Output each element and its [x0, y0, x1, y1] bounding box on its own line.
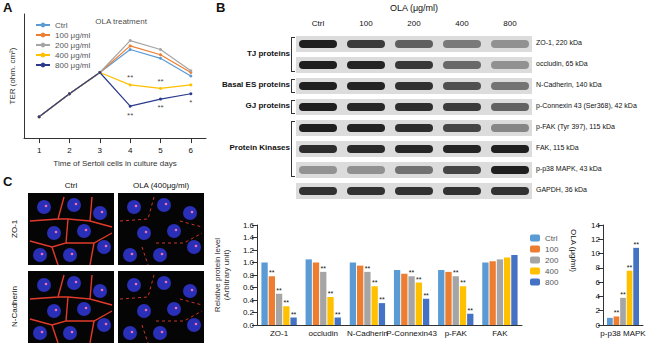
- html-text:p-Connexin 43 (Ser368), 42 kDa: p-Connexin 43 (Ser368), 42 kDa: [536, 102, 637, 109]
- svg-text:8: 8: [596, 263, 601, 272]
- svg-text:2: 2: [596, 306, 601, 315]
- svg-text:4: 4: [596, 292, 601, 301]
- svg-text:6: 6: [189, 146, 194, 155]
- svg-text:200: 200: [545, 256, 559, 265]
- svg-text:800: 800: [545, 278, 559, 287]
- svg-text:**: **: [379, 296, 385, 303]
- svg-text:1.2: 1.2: [243, 246, 255, 255]
- html-text:B: B: [216, 0, 226, 15]
- svg-text:P-Connexin43: P-Connexin43: [386, 329, 437, 338]
- svg-text:**: **: [157, 77, 163, 86]
- svg-text:**: **: [321, 265, 327, 272]
- svg-text:1: 1: [37, 146, 42, 155]
- html-text:Protein Kinases: Protein Kinases: [229, 143, 290, 152]
- svg-text:4: 4: [128, 146, 133, 155]
- svg-text:100: 100: [545, 245, 559, 254]
- html-text:ZO-1, 220 kDa: ZO-1, 220 kDa: [536, 39, 582, 46]
- svg-text:0.4: 0.4: [243, 296, 255, 305]
- html-text:Basal ES proteins: Basal ES proteins: [222, 80, 290, 89]
- html-text:800: 800: [503, 19, 517, 28]
- html-text:100: 100: [359, 19, 373, 28]
- svg-text:**: **: [127, 73, 133, 82]
- svg-text:Ctrl: Ctrl: [545, 234, 558, 243]
- svg-text:**: **: [365, 265, 371, 272]
- svg-text:**: **: [291, 311, 297, 318]
- html-text:A: A: [3, 0, 13, 15]
- svg-text:**: **: [127, 111, 133, 120]
- svg-text:**: **: [614, 309, 620, 316]
- html-text:OLA (μg/ml): OLA (μg/ml): [569, 229, 578, 272]
- svg-text:0.0: 0.0: [243, 321, 255, 330]
- html-text:FAK, 115 kDa: FAK, 115 kDa: [536, 144, 579, 151]
- html-text:ZO-1: ZO-1: [10, 219, 19, 239]
- svg-text:(Arbitrary unit): (Arbitrary unit): [222, 249, 231, 300]
- svg-text:**: **: [627, 264, 633, 271]
- svg-text:FAK: FAK: [492, 329, 508, 338]
- svg-text:**: **: [453, 269, 459, 276]
- svg-text:occludin: occludin: [309, 329, 338, 338]
- html-text:OLA (400μg/ml): OLA (400μg/ml): [132, 181, 190, 190]
- svg-text:p-FAK: p-FAK: [445, 329, 468, 338]
- html-text:OLA (μg/ml): OLA (μg/ml): [389, 3, 439, 13]
- svg-text:N-Cadherin: N-Cadherin: [347, 329, 388, 338]
- svg-text:**: **: [633, 241, 639, 248]
- svg-text:0.2: 0.2: [243, 308, 255, 317]
- html-text:400: 400: [455, 19, 469, 28]
- svg-text:**: **: [284, 299, 290, 306]
- svg-text:400 μg/ml: 400 μg/ml: [55, 51, 91, 60]
- svg-text:0.8: 0.8: [243, 271, 255, 280]
- svg-text:**: **: [276, 287, 282, 294]
- svg-text:200 μg/ml: 200 μg/ml: [55, 41, 91, 50]
- svg-text:*: *: [189, 98, 192, 107]
- svg-text:**: **: [468, 307, 474, 314]
- html-text:p-FAK (Tyr 397), 115 kDa: p-FAK (Tyr 397), 115 kDa: [536, 123, 615, 130]
- svg-text:Ctrl: Ctrl: [55, 21, 68, 30]
- svg-text:1.6: 1.6: [243, 221, 255, 230]
- svg-text:12: 12: [591, 235, 600, 244]
- html-text:N-Cadherin: N-Cadherin: [10, 286, 19, 328]
- svg-text:6: 6: [596, 278, 601, 287]
- svg-text:Relative protein level: Relative protein level: [213, 238, 222, 312]
- svg-text:10: 10: [591, 249, 600, 258]
- html-text:C: C: [3, 174, 13, 189]
- svg-text:**: **: [328, 290, 334, 297]
- svg-text:400: 400: [545, 267, 559, 276]
- html-text:N-Cadherin, 140 kDa: N-Cadherin, 140 kDa: [536, 81, 602, 88]
- svg-text:0: 0: [595, 320, 600, 330]
- svg-text:**: **: [157, 103, 163, 112]
- svg-text:**: **: [335, 311, 341, 318]
- html-text:p-p38 MAPK, 43 kDa: p-p38 MAPK, 43 kDa: [536, 165, 602, 172]
- svg-text:5: 5: [158, 146, 163, 155]
- svg-text:2: 2: [67, 146, 72, 155]
- svg-text:**: **: [409, 269, 415, 276]
- svg-text:1.4: 1.4: [243, 233, 255, 242]
- html-text:GAPDH, 36 kDa: GAPDH, 36 kDa: [536, 186, 587, 193]
- svg-text:100 μg/ml: 100 μg/ml: [55, 31, 91, 40]
- svg-text:ZO-1: ZO-1: [270, 329, 289, 338]
- html-text:occludin, 65 kDa: occludin, 65 kDa: [536, 60, 588, 67]
- svg-text:**: **: [620, 291, 626, 298]
- svg-text:**: **: [423, 292, 429, 299]
- html-text:200: 200: [407, 19, 421, 28]
- svg-text:**: **: [460, 279, 466, 286]
- svg-text:**: **: [269, 269, 275, 276]
- svg-text:0.6: 0.6: [243, 283, 255, 292]
- html-text:Ctrl: Ctrl: [311, 19, 325, 28]
- svg-text:p-p38 MAPK: p-p38 MAPK: [600, 329, 646, 338]
- html-text:TJ proteins: TJ proteins: [246, 48, 290, 58]
- svg-text:**: **: [372, 279, 378, 286]
- svg-text:1.0: 1.0: [243, 258, 255, 267]
- svg-text:**: **: [416, 276, 422, 283]
- svg-text:14: 14: [591, 221, 600, 230]
- svg-text:Time of Sertoli cells in cultu: Time of Sertoli cells in culture days: [53, 159, 176, 168]
- html-text:Ctrl: Ctrl: [64, 181, 78, 190]
- svg-text:TER (ohm. cm²): TER (ohm. cm²): [8, 47, 17, 104]
- html-text:GJ proteins: GJ proteins: [245, 101, 290, 110]
- svg-text:3: 3: [98, 146, 103, 155]
- svg-text:OLA treatment: OLA treatment: [95, 17, 147, 26]
- svg-text:800 μg/ml: 800 μg/ml: [55, 61, 91, 70]
